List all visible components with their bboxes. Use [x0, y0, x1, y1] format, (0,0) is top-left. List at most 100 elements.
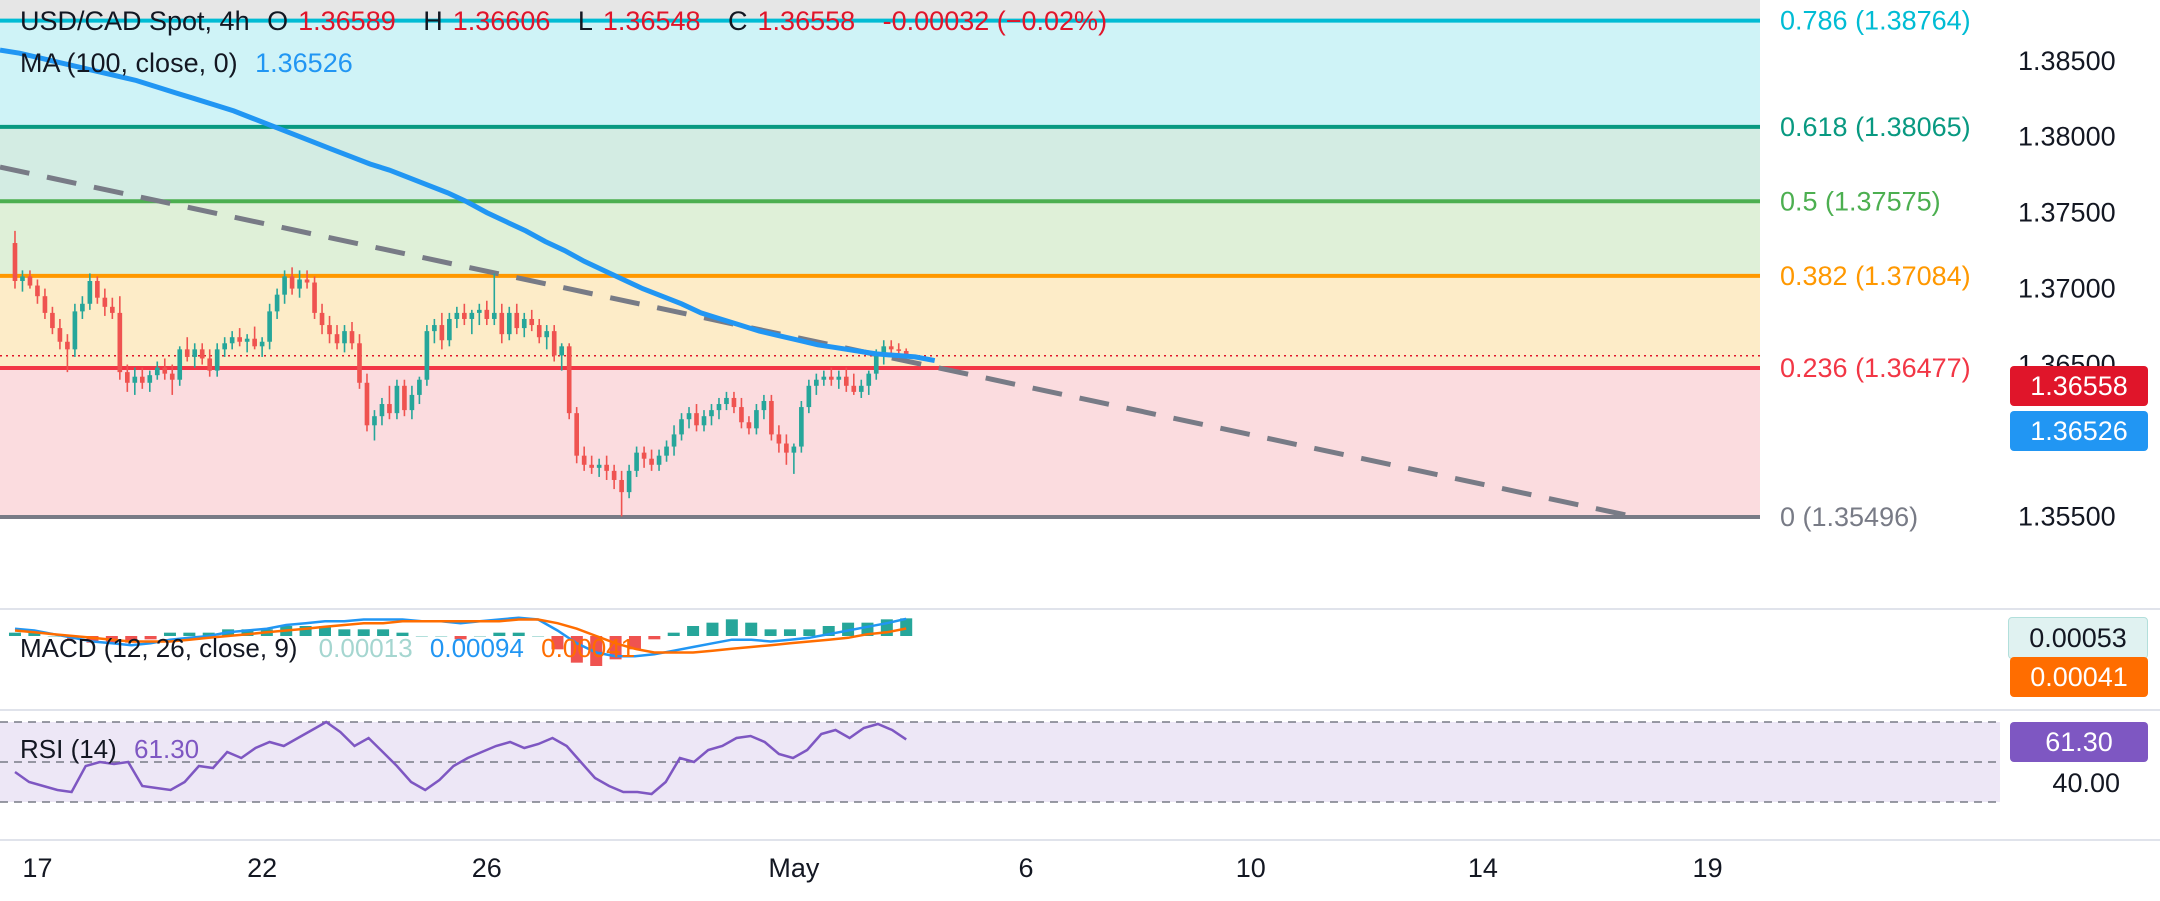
- candle-body: [739, 407, 744, 423]
- candle: [124, 364, 130, 392]
- candle: [394, 379, 400, 420]
- candle-body: [843, 376, 849, 386]
- downtrend-line[interactable]: [0, 164, 1634, 519]
- rsi-level-label: 40.00: [2052, 768, 2120, 798]
- ma-price-tag: 1.36526: [2010, 411, 2148, 451]
- candle-body: [192, 349, 198, 357]
- candle-body: [888, 346, 894, 350]
- candle-body: [154, 367, 160, 376]
- candle-body: [536, 325, 542, 338]
- candle-body: [484, 309, 490, 319]
- macd-histogram-bar: [435, 636, 448, 637]
- ma-legend[interactable]: MA (100, close, 0) 1.36526: [20, 48, 363, 79]
- candle-body: [873, 355, 879, 374]
- fib-label-0.382: 0.382 (1.37084): [1780, 261, 1971, 291]
- candle-body: [139, 376, 145, 383]
- candle: [417, 376, 422, 405]
- candle: [402, 379, 407, 417]
- candle-body: [694, 413, 699, 426]
- macd-legend[interactable]: MACD (12, 26, close, 9) 0.00013 0.00094 …: [20, 633, 635, 664]
- symbol-header: USD/CAD Spot, 4h O 1.36589 H 1.36606 L 1.36…: [20, 6, 1117, 37]
- rsi-legend[interactable]: RSI (14) 61.30: [20, 734, 199, 765]
- candle: [462, 303, 467, 326]
- candle-body: [199, 349, 205, 359]
- candle-body: [12, 243, 18, 281]
- candle-body: [132, 376, 138, 383]
- candle: [701, 410, 707, 432]
- candle: [799, 400, 804, 453]
- candle: [20, 270, 25, 292]
- macd-signal-line: [14, 618, 907, 654]
- candle: [80, 296, 85, 319]
- candle-body: [866, 373, 872, 386]
- candle: [641, 446, 647, 468]
- candle: [357, 334, 362, 389]
- candle-body: [506, 312, 512, 335]
- candle: [244, 334, 250, 353]
- candle: [304, 270, 310, 289]
- macd-histogram-bar: [415, 636, 428, 637]
- candle: [424, 325, 430, 386]
- fib-zone-top: [0, 0, 1760, 21]
- macd-signal-tag: 0.00041: [2010, 657, 2148, 697]
- candle: [694, 404, 699, 432]
- macd-histogram-bar: [241, 629, 254, 636]
- fib-zone-0.786: [0, 20, 1760, 127]
- candle: [828, 367, 834, 386]
- candle: [843, 367, 849, 392]
- macd-label: MACD (12, 26, close, 9): [20, 633, 298, 663]
- candle-body: [117, 312, 123, 373]
- fib-label-0.236: 0.236 (1.36477): [1780, 353, 1971, 383]
- candle: [147, 370, 153, 392]
- candle-body: [65, 341, 70, 350]
- symbol-title: USD/CAD Spot, 4h: [20, 6, 250, 36]
- candle-body: [499, 312, 505, 335]
- candle: [409, 385, 415, 420]
- close-label: C: [728, 6, 748, 36]
- candle: [364, 373, 370, 432]
- candle-body: [289, 276, 295, 289]
- candle: [589, 455, 594, 474]
- candle: [312, 276, 317, 319]
- candle: [162, 358, 168, 380]
- candle-body: [589, 464, 594, 468]
- candle-body: [327, 325, 332, 335]
- macd-histogram-bar: [202, 632, 215, 636]
- candle-body: [851, 385, 857, 392]
- candle: [289, 267, 295, 295]
- candle-body: [274, 294, 280, 312]
- candle-body: [754, 410, 759, 429]
- candle-body: [27, 276, 33, 286]
- candle-body: [701, 416, 707, 426]
- macd-histogram-bar: [551, 636, 564, 650]
- candle-body: [42, 296, 48, 313]
- candle: [50, 306, 55, 335]
- candle-body: [574, 413, 580, 456]
- candle: [686, 407, 692, 429]
- candle-body: [836, 376, 842, 380]
- candle: [671, 425, 677, 456]
- candle: [334, 325, 340, 350]
- macd-signal-value: 0.00041: [541, 633, 636, 663]
- candle-body: [282, 276, 287, 295]
- candle-body: [746, 422, 752, 429]
- candle: [776, 425, 782, 453]
- macd-histogram-bar: [512, 632, 525, 636]
- candle: [207, 349, 213, 377]
- ma-100-line[interactable]: [0, 47, 936, 364]
- candle-body: [80, 303, 85, 312]
- candle: [222, 337, 228, 357]
- y-tick-label: 1.37000: [2018, 274, 2116, 304]
- candle: [469, 309, 475, 335]
- candle: [484, 300, 490, 326]
- candle: [754, 404, 759, 435]
- candle-body: [432, 325, 437, 332]
- candle-body: [319, 312, 325, 326]
- candle: [791, 443, 797, 474]
- candle-body: [514, 312, 520, 329]
- macd-histogram-bar: [745, 622, 758, 636]
- low-label: L: [577, 6, 593, 36]
- candle-body: [626, 470, 632, 493]
- candle-body: [50, 312, 55, 329]
